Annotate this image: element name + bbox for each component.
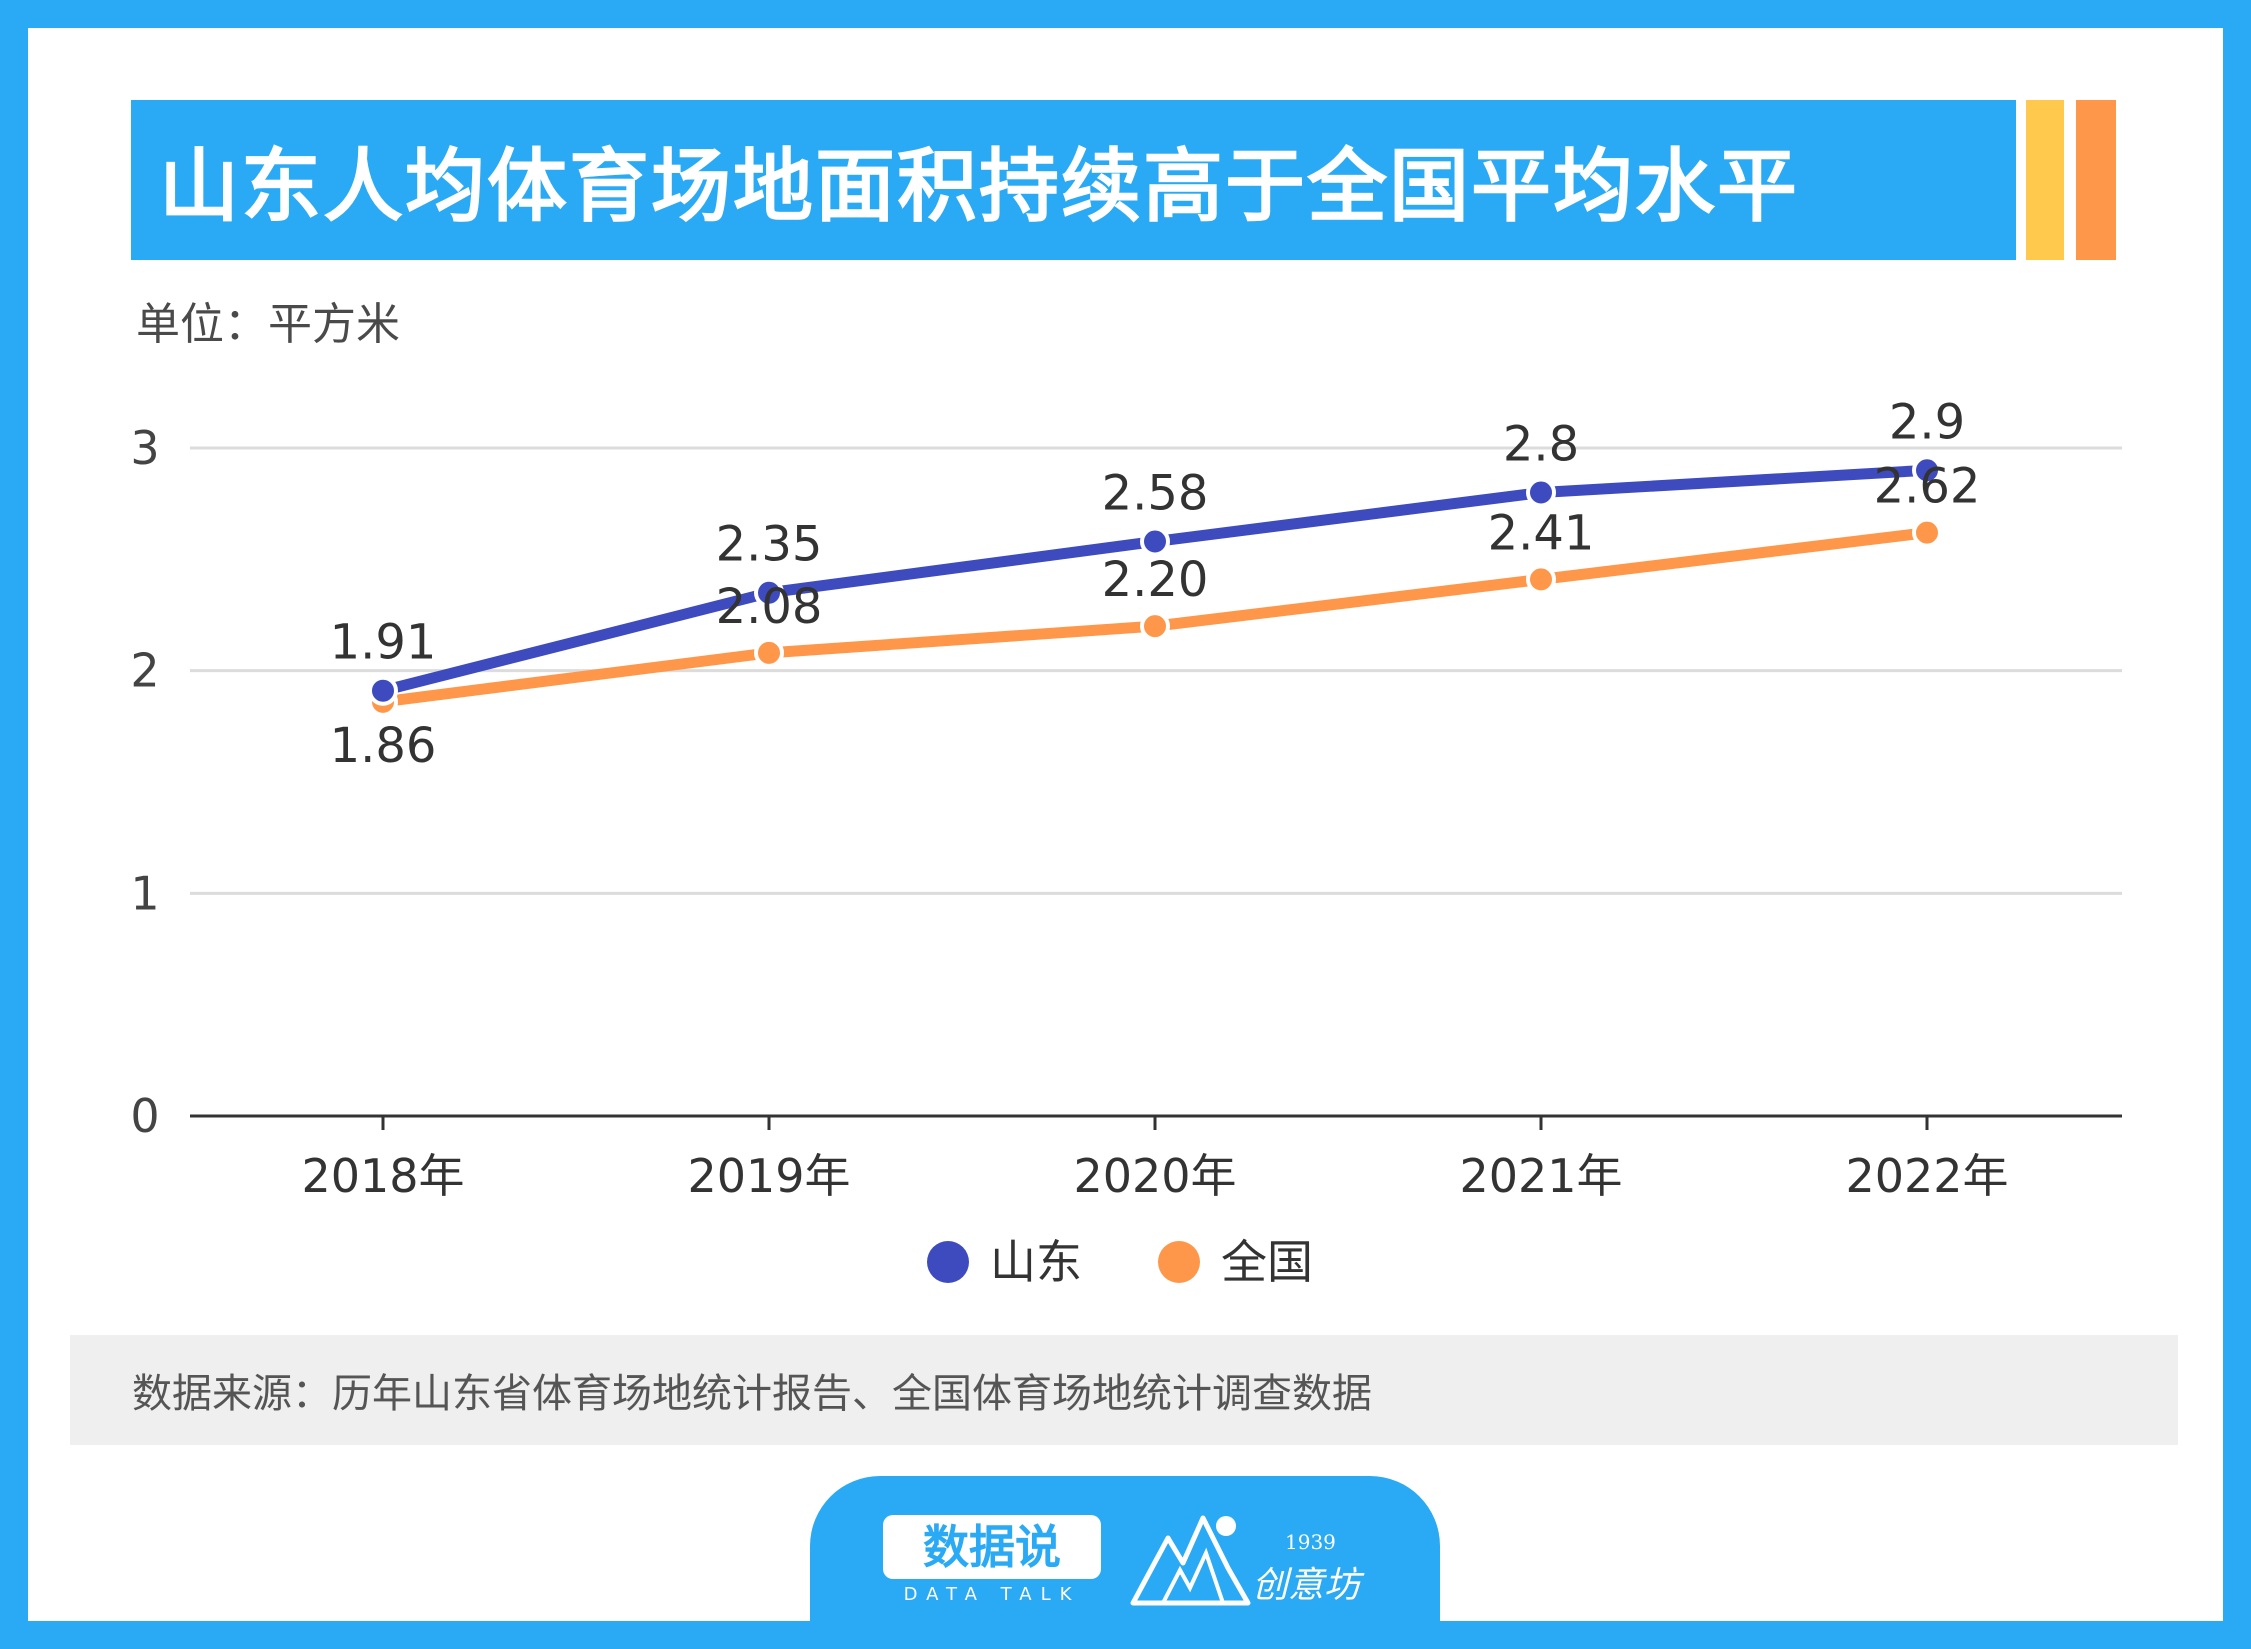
x-tick-label: 2022年 bbox=[1845, 1149, 2008, 1203]
y-tick-label: 3 bbox=[130, 421, 159, 475]
x-tick-label: 2021年 bbox=[1459, 1149, 1622, 1203]
data-label: 2.8 bbox=[1503, 417, 1579, 473]
data-point-shandong bbox=[368, 675, 398, 706]
data-point-shandong bbox=[1140, 526, 1170, 557]
partner-year: 1939 bbox=[1285, 1530, 1336, 1554]
source-note: 数据来源：历年山东省体育场地统计报告、全国体育场地统计调查数据 bbox=[132, 1371, 1372, 1417]
title-accent-orange bbox=[2076, 100, 2116, 260]
data-label: 2.41 bbox=[1488, 505, 1595, 561]
data-label: 2.62 bbox=[1874, 459, 1981, 515]
chart-title: 山东人均体育场地面积持续高于全国平均水平 bbox=[159, 140, 1799, 233]
x-tick-label: 2019年 bbox=[687, 1149, 850, 1203]
partner-name: 创意坊 bbox=[1252, 1565, 1361, 1606]
data-point-national bbox=[754, 637, 784, 668]
data-label: 2.58 bbox=[1102, 466, 1209, 522]
legend-label-shandong: 山东 bbox=[990, 1235, 1082, 1289]
data-label: 1.86 bbox=[330, 718, 437, 774]
y-tick-label: 1 bbox=[130, 866, 159, 920]
brand-subtitle: DATA TALK bbox=[903, 1584, 1081, 1605]
data-label: 2.20 bbox=[1102, 552, 1209, 608]
data-point-national bbox=[1526, 564, 1556, 595]
data-label: 2.9 bbox=[1889, 394, 1965, 450]
y-tick-label: 0 bbox=[130, 1089, 159, 1143]
source-bar: 数据来源：历年山东省体育场地统计报告、全国体育场地统计调查数据 bbox=[70, 1335, 2178, 1445]
x-tick-label: 2020年 bbox=[1073, 1149, 1236, 1203]
data-point-national bbox=[1140, 611, 1170, 642]
mountain-logo-icon bbox=[1130, 1515, 1251, 1606]
x-tick-label: 2018年 bbox=[301, 1149, 464, 1203]
legend-marker-shandong bbox=[927, 1241, 969, 1283]
unit-label: 单位：平方米 bbox=[136, 299, 400, 350]
title-bar: 山东人均体育场地面积持续高于全国平均水平 bbox=[131, 100, 2016, 260]
legend-marker-national bbox=[1158, 1241, 1200, 1283]
data-label: 2.08 bbox=[716, 579, 823, 635]
legend-label-national: 全国 bbox=[1221, 1235, 1313, 1289]
data-label: 1.91 bbox=[330, 615, 437, 671]
y-tick-label: 2 bbox=[130, 644, 159, 698]
data-point-national bbox=[1912, 517, 1942, 548]
data-point-shandong bbox=[1912, 455, 1942, 486]
title-accent-yellow bbox=[2026, 100, 2064, 260]
data-point-shandong bbox=[754, 577, 784, 608]
data-label: 2.35 bbox=[716, 517, 823, 573]
data-point-shandong bbox=[1526, 477, 1556, 508]
brand-logo: 数据说 bbox=[883, 1515, 1101, 1579]
